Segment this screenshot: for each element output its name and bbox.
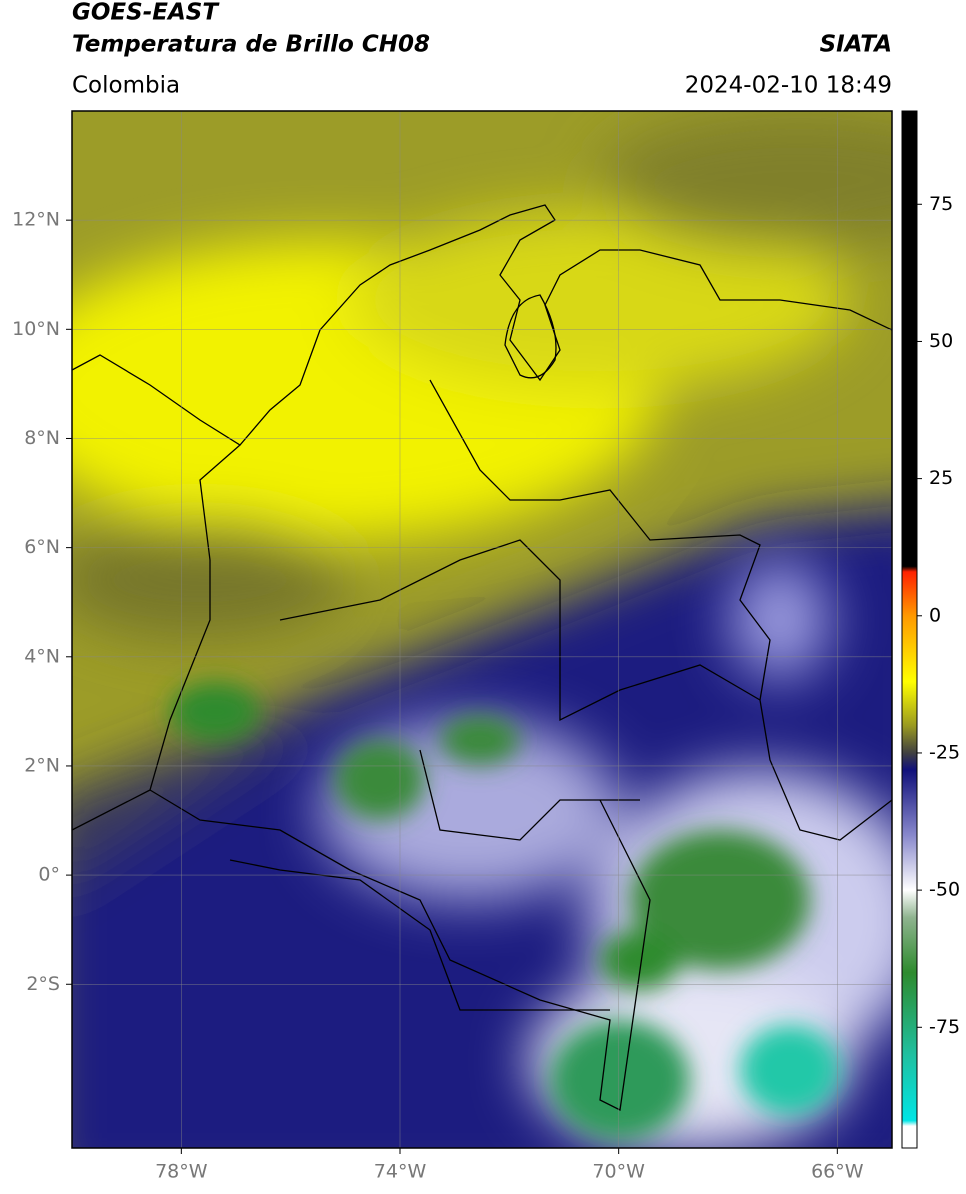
- x-tick-label: 70°W: [592, 1161, 645, 1183]
- x-tick-label: 66°W: [811, 1161, 864, 1183]
- subtitle: Temperatura de Brillo CH08: [72, 32, 430, 58]
- map-frame: [71, 110, 893, 1149]
- satellite-image: [72, 111, 892, 1148]
- y-tick-label: 8°N: [24, 427, 60, 449]
- borders: [72, 204, 892, 1111]
- y-tick-label: 4°N: [24, 645, 60, 667]
- colorbar-tick-label: 75: [929, 193, 953, 215]
- grid: 78°W 74°W 70°W 66°W 12°N 10°N 8°N 6°N 4°N 2°N 0° 2°…: [12, 111, 892, 1183]
- colorbar-tick-label: -25: [929, 741, 960, 763]
- y-tick-label: 12°N: [12, 209, 60, 231]
- colorbar: 75 50 25 0 -25 -50 -75: [901, 110, 960, 1149]
- y-tick-label: 2°S: [26, 973, 60, 995]
- x-tick-label: 74°W: [374, 1161, 427, 1183]
- colorbar-tick-label: 25: [929, 467, 953, 489]
- title: GOES-EAST: [72, 0, 220, 26]
- x-tick-label: 78°W: [155, 1161, 208, 1183]
- source: SIATA: [820, 32, 892, 58]
- colorbar-tick-label: 0: [929, 604, 941, 626]
- region: Colombia: [72, 73, 180, 99]
- colorbar-fill: [901, 110, 918, 1149]
- datetime: 2024-02-10 18:49: [685, 73, 892, 99]
- colorbar-tick-label: -50: [929, 879, 960, 901]
- y-tick-label: 6°N: [24, 536, 60, 558]
- y-tick-label: 2°N: [24, 754, 60, 776]
- colorbar-tick-label: 50: [929, 330, 953, 352]
- colorbar-tick-label: -75: [929, 1016, 960, 1038]
- y-tick-label: 10°N: [12, 318, 60, 340]
- y-tick-label: 0°: [38, 864, 60, 886]
